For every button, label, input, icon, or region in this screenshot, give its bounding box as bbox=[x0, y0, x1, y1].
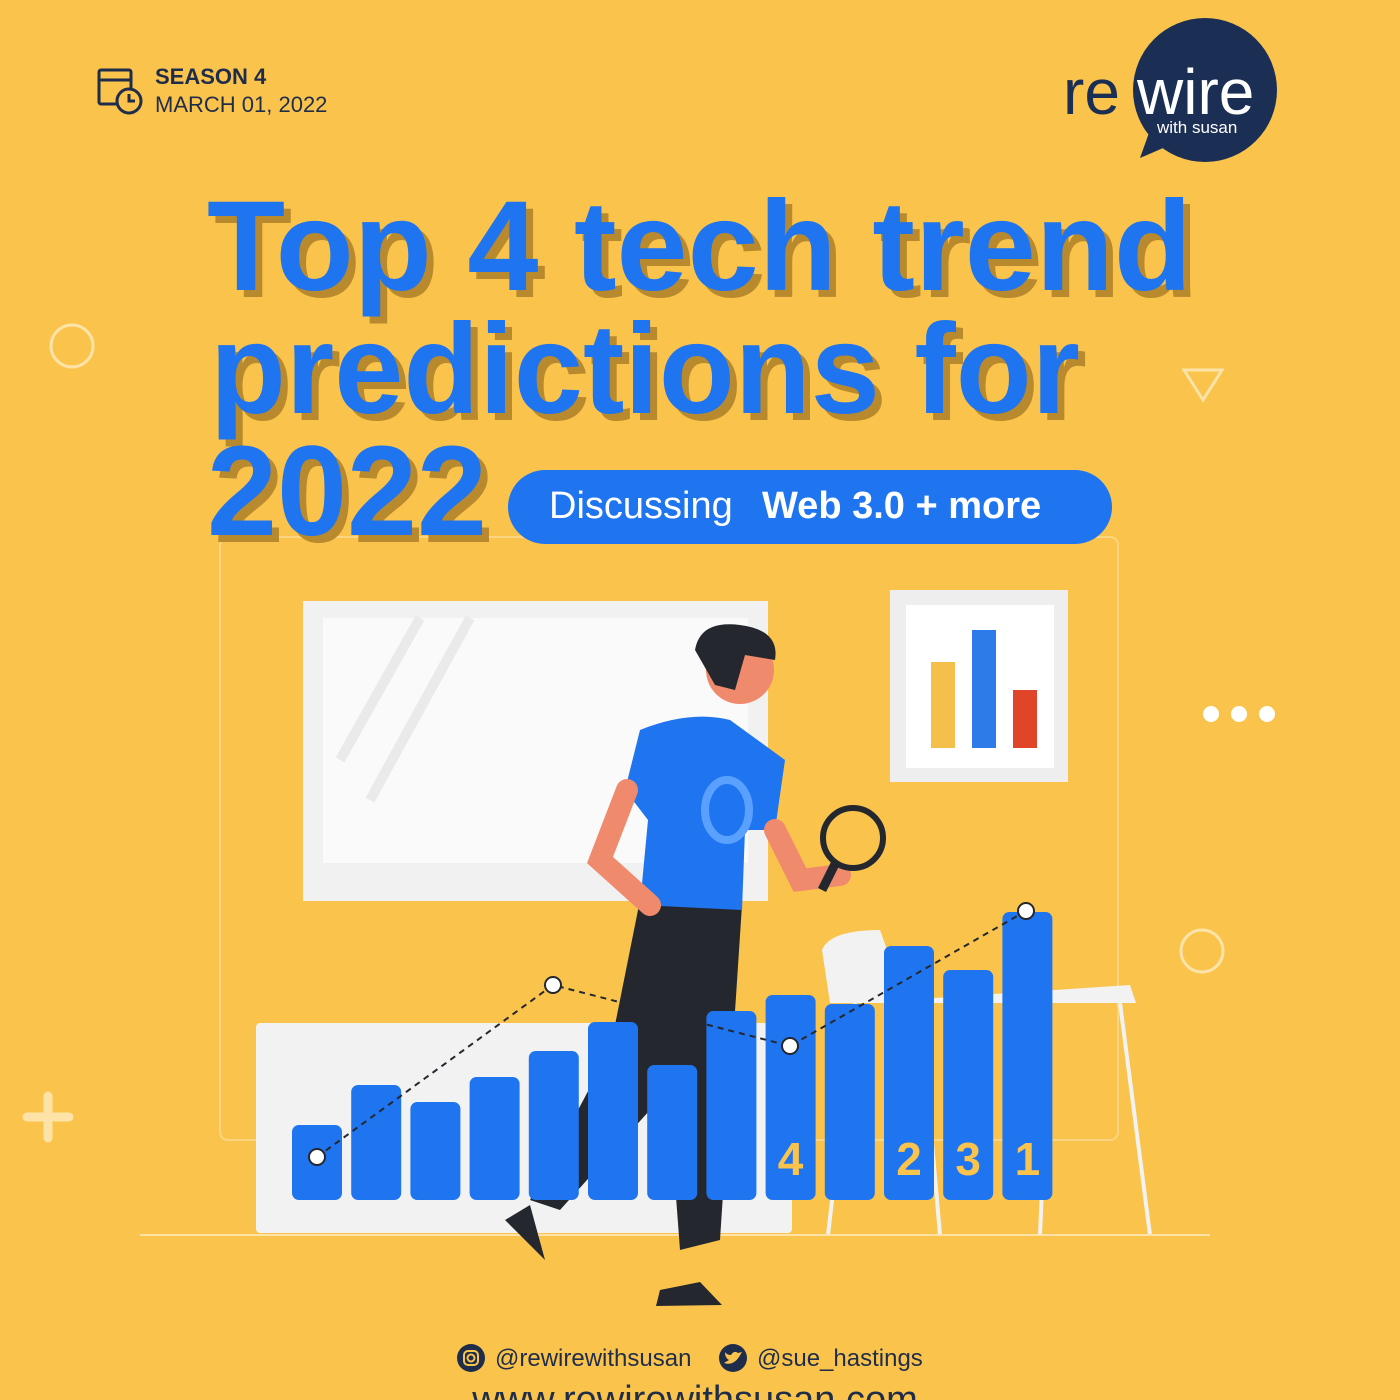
logo-part bbox=[1133, 18, 1277, 162]
trend-point bbox=[781, 1037, 799, 1055]
bar bbox=[884, 946, 934, 1200]
instagram-handle: @rewirewithsusan bbox=[495, 1345, 691, 1372]
instagram-icon bbox=[457, 1344, 485, 1372]
bar bbox=[528, 1051, 579, 1200]
decoration-part bbox=[22, 1091, 74, 1143]
instagram-icon-part bbox=[463, 1350, 479, 1366]
frame bbox=[890, 590, 1068, 782]
bar bbox=[706, 1011, 757, 1200]
frame-part bbox=[972, 630, 996, 748]
person-part bbox=[505, 1205, 722, 1306]
person-part bbox=[817, 859, 841, 893]
twitter-icon bbox=[719, 1344, 747, 1372]
calendar-icon bbox=[97, 68, 143, 115]
title-line: predictions for bbox=[210, 298, 1080, 441]
whiteboard-part bbox=[335, 615, 475, 803]
logo-prefix: re bbox=[1063, 56, 1120, 128]
bar bbox=[1002, 912, 1053, 1200]
bar bbox=[824, 1004, 875, 1200]
title-shadow: predictions for bbox=[217, 305, 1087, 448]
bar bbox=[351, 1085, 402, 1200]
instagram-icon-part bbox=[457, 1344, 485, 1372]
badge: Discussing Web 3.0 + more bbox=[508, 470, 1112, 544]
dots-part bbox=[1203, 706, 1219, 722]
frame-part bbox=[1013, 690, 1037, 748]
person-part bbox=[695, 624, 776, 690]
trend-point bbox=[308, 1148, 326, 1166]
bar bbox=[943, 970, 994, 1200]
person-part bbox=[701, 776, 753, 844]
person-part bbox=[820, 805, 886, 871]
logo: re wire with susan bbox=[1063, 18, 1277, 162]
logo-emphasis: wire bbox=[1136, 56, 1254, 128]
bar bbox=[765, 995, 816, 1200]
badge-lead: Discussing bbox=[549, 485, 733, 527]
bar-rank: 1 bbox=[1015, 1133, 1041, 1185]
dots-part bbox=[1231, 706, 1247, 722]
calendar-icon-part bbox=[127, 94, 135, 103]
bar-rank: 3 bbox=[955, 1133, 981, 1185]
trend-line bbox=[316, 910, 1027, 1158]
badge-highlight: Web 3.0 + more bbox=[762, 485, 1041, 527]
bar bbox=[647, 1065, 698, 1200]
calendar-icon-part bbox=[97, 68, 133, 106]
title-line: 2022 bbox=[207, 420, 487, 563]
frame-part bbox=[931, 662, 955, 748]
dots-part bbox=[1259, 706, 1275, 722]
decoration-part bbox=[1179, 928, 1225, 974]
website: www.rewirewithsusan.com bbox=[471, 1379, 918, 1400]
instagram-icon-part bbox=[466, 1353, 476, 1363]
twitter-icon-part bbox=[724, 1351, 742, 1364]
trend-point bbox=[544, 976, 562, 994]
title-shadow: 2022 bbox=[214, 427, 494, 570]
decoration-part bbox=[49, 323, 95, 369]
badge-part bbox=[508, 470, 1112, 544]
dots bbox=[1203, 706, 1275, 722]
bar bbox=[588, 1022, 638, 1200]
logo-part bbox=[1140, 130, 1170, 158]
bar bbox=[469, 1077, 520, 1200]
bar-rank: 4 bbox=[778, 1133, 804, 1185]
date: MARCH 01, 2022 bbox=[155, 92, 327, 117]
title-shadow: Top 4 tech trend bbox=[214, 182, 1199, 325]
trend-point bbox=[1017, 902, 1035, 920]
logo-tagline: with susan bbox=[1156, 118, 1237, 137]
bar bbox=[410, 1102, 461, 1200]
title-line: Top 4 tech trend bbox=[207, 175, 1192, 318]
twitter-handle: @sue_hastings bbox=[757, 1345, 923, 1372]
decoration-part bbox=[1181, 368, 1225, 403]
bar-rank: 2 bbox=[896, 1133, 922, 1185]
season: SEASON 4 bbox=[155, 64, 267, 89]
